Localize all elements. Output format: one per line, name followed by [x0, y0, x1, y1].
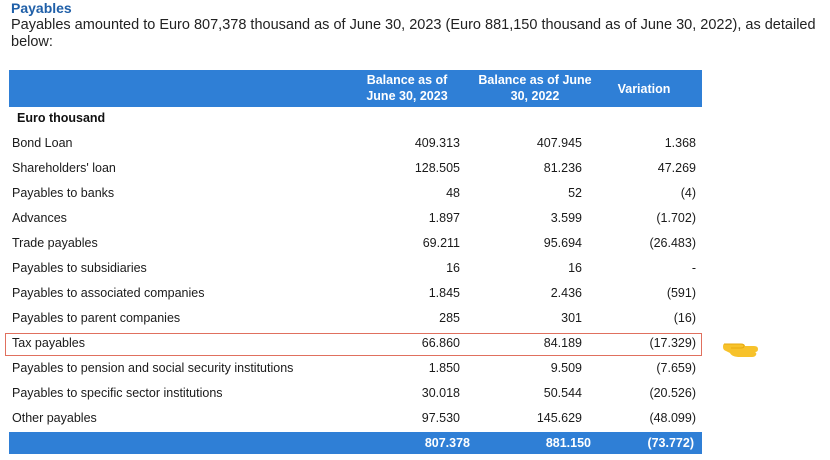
row-variation: (48.099)	[649, 411, 696, 425]
row-value-2023: 1.845	[428, 286, 460, 300]
row-label: Payables to subsidiaries	[12, 261, 147, 275]
row-variation: (591)	[666, 286, 696, 300]
table-row: Payables to subsidiaries 16 16 -	[0, 261, 830, 281]
row-variation: (4)	[680, 186, 696, 200]
row-label: Trade payables	[12, 236, 98, 250]
table-row: Tax payables 66.860 84.189 (17.329)	[0, 336, 830, 356]
row-label: Payables to parent companies	[12, 311, 181, 325]
table-row: Other payables 97.530 145.629 (48.099)	[0, 411, 830, 431]
row-value-2022: 95.694	[543, 236, 582, 250]
total-2022: 881.150	[545, 436, 591, 450]
row-label: Shareholders' loan	[12, 161, 116, 175]
row-value-2022: 301	[561, 311, 582, 325]
row-value-2023: 409.313	[414, 136, 460, 150]
table-row: Bond Loan 409.313 407.945 1.368	[0, 136, 830, 156]
pointing-hand-icon	[723, 343, 758, 357]
row-variation: 1.368	[664, 136, 696, 150]
row-label: Payables to pension and social security …	[12, 361, 294, 375]
row-variation: (26.483)	[649, 236, 696, 250]
table-row: Advances 1.897 3.599 (1.702)	[0, 211, 830, 231]
total-2023: 807.378	[424, 436, 470, 450]
row-variation: (16)	[673, 311, 696, 325]
row-value-2022: 407.945	[536, 136, 582, 150]
table-row: Shareholders' loan 128.505 81.236 47.269	[0, 161, 830, 181]
row-variation: (1.702)	[656, 211, 696, 225]
row-label: Payables to associated companies	[12, 286, 205, 300]
row-value-2023: 97.530	[421, 411, 460, 425]
row-value-2023: 16	[446, 261, 460, 275]
row-value-2022: 9.509	[550, 361, 582, 375]
row-value-2023: 30.018	[421, 386, 460, 400]
table-row: Payables to parent companies 285 301 (16)	[0, 311, 830, 331]
row-value-2022: 50.544	[543, 386, 582, 400]
row-value-2023: 128.505	[414, 161, 460, 175]
row-value-2022: 145.629	[536, 411, 582, 425]
row-value-2023: 1.850	[428, 361, 460, 375]
row-value-2023: 1.897	[428, 211, 460, 225]
row-value-2022: 3.599	[550, 211, 582, 225]
row-value-2022: 16	[568, 261, 582, 275]
row-value-2022: 84.189	[543, 336, 582, 350]
row-value-2022: 2.436	[550, 286, 582, 300]
row-value-2023: 69.211	[422, 236, 460, 250]
header-variation: Variation	[617, 82, 671, 96]
row-variation: (17.329)	[649, 336, 696, 350]
header-balance-2023: Balance as of June 30, 2023	[366, 73, 448, 103]
row-label: Bond Loan	[12, 136, 73, 150]
total-variation: (73.772)	[647, 436, 694, 450]
row-value-2023: 48	[446, 186, 460, 200]
row-variation: (20.526)	[649, 386, 696, 400]
table-row: Trade payables 69.211 95.694 (26.483)	[0, 236, 830, 256]
row-label: Other payables	[12, 411, 97, 425]
row-variation: -	[691, 261, 696, 275]
table-row: Payables to specific sector institutions…	[0, 386, 830, 406]
total-row: 807.378 881.150 (73.772)	[9, 432, 702, 454]
row-value-2022: 52	[568, 186, 582, 200]
page-title: Payables	[11, 0, 72, 16]
table-header: Balance as of June 30, 2023 Balance as o…	[9, 70, 702, 107]
row-value-2022: 81.236	[543, 161, 582, 175]
highlight-box	[5, 333, 702, 356]
row-label: Advances	[12, 211, 67, 225]
table-row: Payables to pension and social security …	[0, 361, 830, 381]
intro-text: Payables amounted to Euro 807,378 thousa…	[11, 17, 816, 50]
row-label: Payables to specific sector institutions	[12, 386, 223, 400]
row-label: Payables to banks	[12, 186, 115, 200]
table-row: Payables to associated companies 1.845 2.4…	[0, 286, 830, 306]
table-row: Payables to banks 48 52 (4)	[0, 186, 830, 206]
row-variation: 47.269	[657, 161, 696, 175]
row-variation: (7.659)	[656, 361, 696, 375]
row-value-2023: 285	[439, 311, 460, 325]
section-label: Euro thousand	[17, 111, 106, 125]
row-label: Tax payables	[12, 336, 85, 350]
header-balance-2022: Balance as of June 30, 2022	[478, 73, 592, 103]
row-value-2023: 66.860	[421, 336, 460, 350]
